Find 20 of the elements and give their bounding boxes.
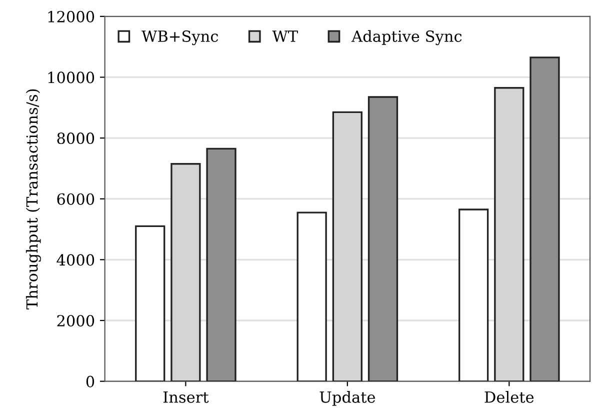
legend-label: WB+Sync — [142, 30, 218, 46]
bar — [296, 212, 327, 382]
y-axis-title: Throughput (Transactions/s) — [26, 89, 41, 310]
bar — [206, 148, 236, 382]
x-tick-label: Delete — [484, 391, 534, 403]
y-tick-label: 0 — [86, 376, 94, 388]
y-tick-label: 8000 — [57, 132, 94, 144]
y-tick-label: 4000 — [56, 254, 94, 266]
bar — [458, 208, 489, 382]
x-tick-label: Insert — [163, 391, 209, 403]
bar — [530, 56, 560, 382]
y-tick-label: 2000 — [57, 314, 94, 327]
y-tick-label: 10000 — [48, 72, 94, 84]
y-tick-label: 6000 — [57, 193, 94, 205]
bar — [135, 225, 166, 382]
bar — [368, 96, 398, 382]
x-tick-label: Update — [320, 391, 376, 406]
legend-label: WT — [272, 30, 298, 42]
y-tick-label: 12000 — [48, 10, 94, 22]
legend-label: Adaptive Sync — [351, 30, 462, 46]
